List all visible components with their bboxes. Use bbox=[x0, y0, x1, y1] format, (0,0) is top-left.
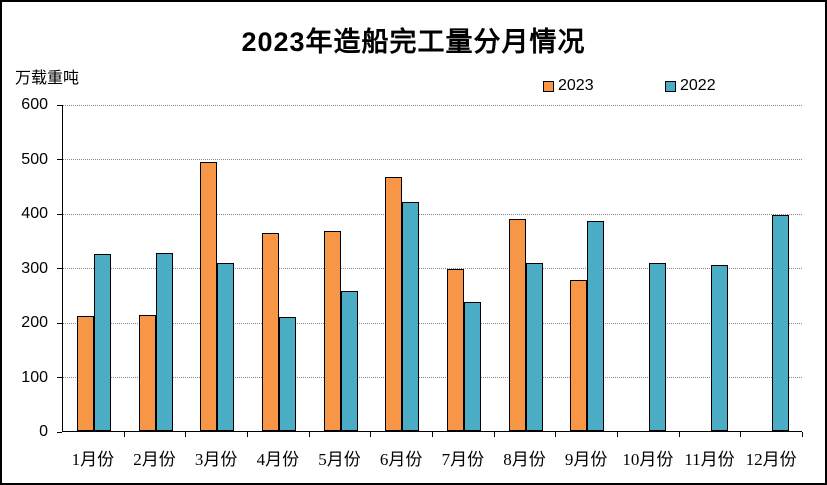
x-tick-mark-1 bbox=[123, 432, 125, 437]
x-tick-mark-11 bbox=[740, 432, 742, 437]
y-tick-mark-200 bbox=[57, 322, 62, 324]
x-category-label-3月份: 3月份 bbox=[194, 450, 238, 469]
bar-2023-4月份 bbox=[261, 233, 279, 431]
bar-2022-11月份 bbox=[710, 265, 728, 431]
x-category-label-1月份: 1月份 bbox=[71, 450, 115, 469]
bar-2022-10月份 bbox=[648, 263, 666, 431]
bar-2022-9月份 bbox=[587, 221, 605, 431]
x-tick-mark-3 bbox=[247, 432, 248, 437]
y-tick-label-200: 200 bbox=[21, 314, 48, 331]
legend-swatch-2023 bbox=[543, 80, 554, 92]
x-tick-mark-2 bbox=[185, 432, 187, 437]
bar-2022-3月份 bbox=[217, 263, 235, 431]
x-category-label-7月份: 7月份 bbox=[441, 450, 485, 469]
x-category-label-4月份: 4月份 bbox=[256, 450, 300, 469]
x-category-label-6月份: 6月份 bbox=[379, 450, 423, 469]
bar-2022-8月份 bbox=[525, 262, 543, 431]
bar-2023-3月份 bbox=[200, 161, 218, 431]
gridline-600 bbox=[63, 104, 802, 106]
plot-area bbox=[62, 104, 802, 432]
x-tick-mark-12 bbox=[802, 432, 803, 437]
gridline-300 bbox=[63, 268, 802, 269]
bar-2022-2月份 bbox=[155, 252, 173, 431]
legend-swatch-2022 bbox=[665, 80, 676, 92]
x-category-label-2月份: 2月份 bbox=[133, 450, 176, 469]
bar-2022-6月份 bbox=[402, 201, 420, 431]
y-tick-label-500: 500 bbox=[21, 150, 48, 168]
gridline-400 bbox=[63, 213, 802, 215]
y-axis-unit-label: 万载重吨 bbox=[15, 70, 80, 87]
legend-item-2022: 2022 bbox=[665, 77, 716, 95]
gridline-100 bbox=[63, 377, 802, 378]
bar-2022-12月份 bbox=[772, 214, 790, 431]
bar-2022-1月份 bbox=[93, 253, 111, 431]
y-tick-label-400: 400 bbox=[21, 205, 48, 222]
bar-2022-4月份 bbox=[278, 316, 296, 431]
bar-2023-1月份 bbox=[76, 316, 94, 431]
bar-2022-5月份 bbox=[340, 291, 358, 431]
x-category-label-11月份: 11月份 bbox=[684, 450, 735, 469]
y-tick-mark-500 bbox=[57, 159, 62, 160]
x-tick-mark-5 bbox=[370, 432, 372, 437]
x-tick-mark-7 bbox=[493, 432, 495, 437]
y-tick-label-300: 300 bbox=[21, 259, 48, 277]
bar-2023-8月份 bbox=[508, 219, 526, 431]
y-tick-mark-400 bbox=[57, 213, 62, 215]
bar-2023-5月份 bbox=[323, 231, 341, 431]
x-tick-mark-4 bbox=[308, 432, 310, 437]
gridline-200 bbox=[63, 322, 802, 324]
legend-label-2023: 2023 bbox=[558, 77, 594, 94]
x-tick-mark-10 bbox=[678, 432, 680, 437]
x-tick-mark-6 bbox=[432, 432, 433, 437]
legend-label-2022: 2022 bbox=[680, 77, 716, 94]
bar-2022-7月份 bbox=[463, 302, 481, 431]
x-category-label-12月份: 12月份 bbox=[745, 450, 797, 469]
y-tick-label-600: 600 bbox=[21, 96, 48, 113]
y-tick-mark-0 bbox=[57, 431, 62, 433]
y-tick-mark-100 bbox=[57, 377, 62, 378]
gridline-500 bbox=[63, 159, 802, 160]
chart-title: 2023年造船完工量分月情况 bbox=[241, 27, 586, 57]
bar-2023-9月份 bbox=[570, 280, 588, 431]
x-tick-mark-9 bbox=[617, 432, 618, 437]
x-tick-mark-8 bbox=[555, 432, 557, 437]
x-category-label-9月份: 9月份 bbox=[564, 450, 608, 469]
bar-2023-6月份 bbox=[385, 177, 403, 431]
bar-2023-7月份 bbox=[446, 269, 464, 431]
y-tick-label-100: 100 bbox=[21, 368, 48, 386]
y-tick-label-0: 0 bbox=[39, 423, 48, 440]
legend-item-2023: 2023 bbox=[543, 77, 594, 95]
y-tick-mark-600 bbox=[57, 104, 62, 106]
bar-2023-2月份 bbox=[138, 315, 156, 431]
x-category-label-10月份: 10月份 bbox=[622, 450, 674, 469]
x-category-label-8月份: 8月份 bbox=[503, 450, 546, 469]
x-category-label-5月份: 5月份 bbox=[318, 450, 361, 469]
y-tick-mark-300 bbox=[57, 268, 62, 269]
